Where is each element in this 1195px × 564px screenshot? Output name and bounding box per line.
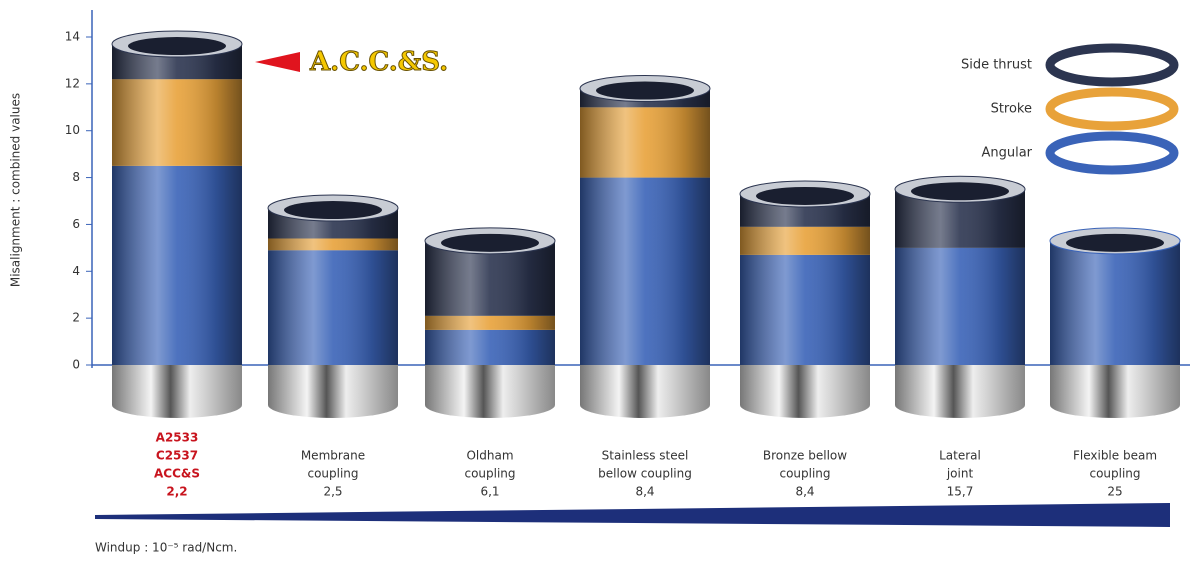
windup-label: 8,4 xyxy=(795,485,814,499)
x-tick-label: Flexible beam xyxy=(1073,449,1157,463)
bar-shade xyxy=(1050,240,1180,365)
base-bottom xyxy=(895,392,1025,418)
windup-label: 8,4 xyxy=(635,485,654,499)
x-tick-label: coupling xyxy=(779,467,830,481)
base-bottom xyxy=(580,392,710,418)
legend-swatch xyxy=(1045,131,1179,175)
bar-shade xyxy=(580,177,710,365)
annotation: A.C.C.&S. xyxy=(309,47,448,77)
x-tick-label: A2533 xyxy=(156,431,199,445)
base-bottom xyxy=(1050,392,1180,418)
legend-label: Side thrust xyxy=(961,58,1032,73)
x-tick-label: coupling xyxy=(307,467,358,481)
y-tick-label: 12 xyxy=(65,76,80,90)
cylinder-hole xyxy=(441,233,539,252)
x-tick-label: Stainless steel xyxy=(602,449,689,463)
annotation-arrow xyxy=(255,52,300,72)
bar-shade xyxy=(580,107,710,178)
windup-label: 15,7 xyxy=(947,485,974,499)
bar-shade xyxy=(740,254,870,365)
base-bottom xyxy=(425,392,555,418)
bar-shade xyxy=(740,226,870,255)
x-tick-label: Bronze bellow xyxy=(763,449,847,463)
x-tick-label: ACC&S xyxy=(154,467,200,481)
bar-shade xyxy=(268,238,398,251)
bar-shade xyxy=(425,315,555,330)
bar-shade xyxy=(112,165,242,365)
cylinder-hole xyxy=(756,186,854,205)
legend-label: Angular xyxy=(981,146,1032,161)
windup-label: 6,1 xyxy=(480,485,499,499)
windup-label: 25 xyxy=(1107,485,1122,499)
x-tick-label: coupling xyxy=(464,467,515,481)
y-tick-label: 8 xyxy=(72,170,80,184)
base-bottom xyxy=(268,392,398,418)
y-tick-label: 14 xyxy=(65,30,80,44)
cylinder-hole xyxy=(596,81,694,100)
cylinder-hole xyxy=(128,37,226,56)
base-bottom xyxy=(112,392,242,418)
bar-shade xyxy=(895,247,1025,365)
legend-swatch xyxy=(1045,43,1179,87)
x-note: Windup : 10⁻⁵ rad/Ncm. xyxy=(95,541,237,555)
windup-label: 2,2 xyxy=(166,485,187,499)
legend-label: Stroke xyxy=(991,102,1032,117)
y-tick-label: 10 xyxy=(65,123,80,137)
windup-label: 2,5 xyxy=(323,485,342,499)
x-tick-label: joint xyxy=(946,467,974,481)
cylinder-hole xyxy=(1066,233,1164,252)
y-tick-label: 6 xyxy=(72,217,80,231)
x-tick-label: C2537 xyxy=(156,449,198,463)
windup-wedge xyxy=(95,503,1170,527)
y-tick-label: 2 xyxy=(72,311,80,325)
x-tick-label: Lateral xyxy=(939,449,981,463)
x-tick-label: Membrane xyxy=(301,449,365,463)
y-tick-label: 4 xyxy=(72,264,80,278)
x-tick-label: coupling xyxy=(1089,467,1140,481)
y-tick-label: 0 xyxy=(72,358,80,372)
x-tick-label: bellow coupling xyxy=(598,467,692,481)
cylinder-hole xyxy=(911,182,1009,201)
cylinder-hole xyxy=(284,201,382,220)
y-axis-label: Misalignment : combined values xyxy=(9,93,23,287)
legend-swatch xyxy=(1045,87,1179,131)
bar-shade xyxy=(112,79,242,166)
base-bottom xyxy=(740,392,870,418)
bar-shade xyxy=(425,329,555,365)
bar-shade xyxy=(268,250,398,365)
x-tick-label: Oldham xyxy=(466,449,513,463)
